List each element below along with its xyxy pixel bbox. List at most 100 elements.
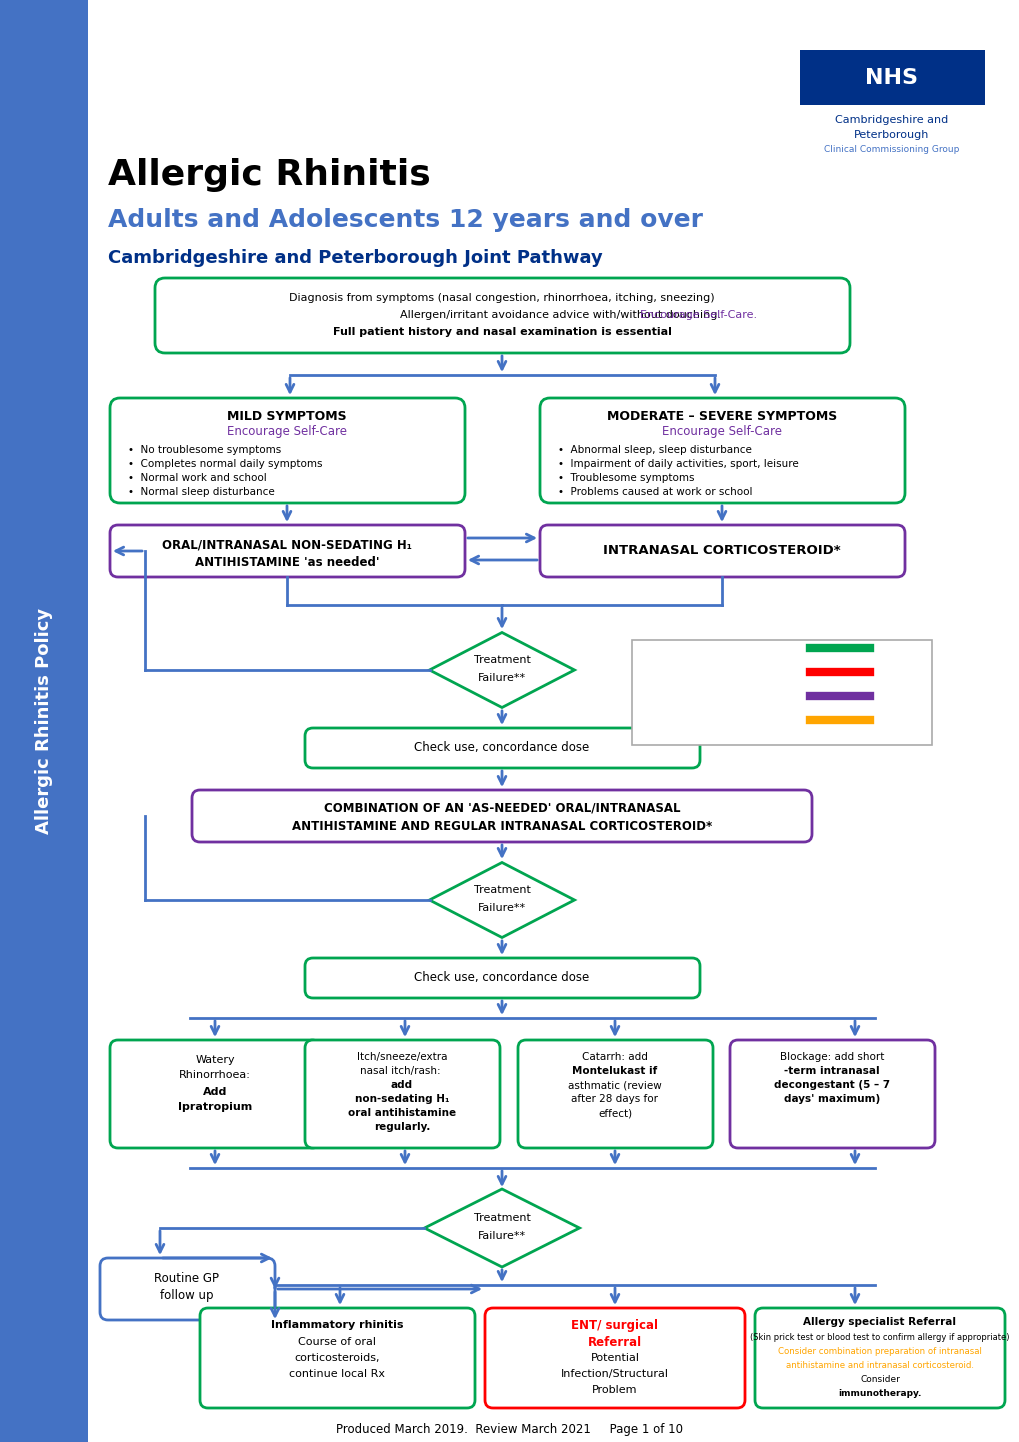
- FancyBboxPatch shape: [110, 398, 465, 503]
- Text: Check use, concordance dose: Check use, concordance dose: [414, 741, 589, 754]
- Text: •  Normal sleep disturbance: • Normal sleep disturbance: [127, 487, 274, 497]
- Polygon shape: [424, 1190, 579, 1268]
- Text: Consider combination preparation of intranasal: Consider combination preparation of intr…: [777, 1347, 981, 1355]
- Text: •  Normal work and school: • Normal work and school: [127, 473, 267, 483]
- FancyBboxPatch shape: [110, 1040, 320, 1148]
- Text: continue local Rx: continue local Rx: [288, 1368, 384, 1379]
- Text: Failure**: Failure**: [478, 673, 526, 684]
- FancyBboxPatch shape: [155, 278, 849, 353]
- Text: MILD SYMPTOMS: MILD SYMPTOMS: [227, 410, 346, 423]
- FancyBboxPatch shape: [730, 1040, 934, 1148]
- Polygon shape: [429, 862, 574, 937]
- FancyBboxPatch shape: [754, 1308, 1004, 1407]
- Text: Referral: Referral: [587, 1335, 641, 1348]
- Text: Treatment: Treatment: [473, 885, 530, 895]
- Text: Check use, concordance dose: Check use, concordance dose: [414, 972, 589, 985]
- FancyBboxPatch shape: [110, 525, 465, 577]
- FancyBboxPatch shape: [305, 1040, 499, 1148]
- Text: •  Problems caused at work or school: • Problems caused at work or school: [557, 487, 752, 497]
- Text: ORAL/INTRANASAL NON-SEDATING H₁: ORAL/INTRANASAL NON-SEDATING H₁: [162, 538, 412, 551]
- FancyBboxPatch shape: [632, 640, 931, 746]
- Text: nasal itch/rash:: nasal itch/rash:: [360, 1066, 443, 1076]
- Text: Peterborough: Peterborough: [854, 130, 928, 140]
- Text: corticosteroids,: corticosteroids,: [293, 1353, 379, 1363]
- Text: ANTIHISTAMINE AND REGULAR INTRANASAL CORTICOSTEROID*: ANTIHISTAMINE AND REGULAR INTRANASAL COR…: [291, 819, 711, 832]
- Text: Adults and Adolescents 12 years and over: Adults and Adolescents 12 years and over: [108, 208, 702, 232]
- Text: Treatment: Treatment: [473, 1213, 530, 1223]
- FancyBboxPatch shape: [200, 1308, 475, 1407]
- FancyBboxPatch shape: [518, 1040, 712, 1148]
- FancyBboxPatch shape: [305, 957, 699, 998]
- Text: immunotherapy.: immunotherapy.: [838, 1389, 921, 1397]
- Text: Course of oral: Course of oral: [298, 1337, 376, 1347]
- Text: Itch/sneeze/extra: Itch/sneeze/extra: [357, 1053, 446, 1061]
- Text: •  Abnormal sleep, sleep disturbance: • Abnormal sleep, sleep disturbance: [557, 446, 751, 456]
- Text: Allergy specialist Referral: Allergy specialist Referral: [803, 1317, 956, 1327]
- Text: Encourage Self-Care*: Encourage Self-Care*: [642, 691, 746, 701]
- Text: Clinical Commissioning Group: Clinical Commissioning Group: [823, 146, 959, 154]
- Text: 1° Care Responsibility: 1° Care Responsibility: [642, 643, 750, 653]
- Text: Routine GP: Routine GP: [154, 1272, 219, 1285]
- Text: NHS: NHS: [865, 68, 917, 88]
- Text: oral antihistamine: oral antihistamine: [347, 1107, 455, 1118]
- Text: 2° Care advice to 1° Care: 2° Care advice to 1° Care: [642, 715, 766, 725]
- Text: Catarrh: add: Catarrh: add: [582, 1053, 647, 1061]
- Text: antihistamine and intranasal corticosteroid.: antihistamine and intranasal corticoster…: [786, 1360, 973, 1370]
- Text: Produced March 2019.  Review March 2021     Page 1 of 10: Produced March 2019. Review March 2021 P…: [336, 1423, 683, 1436]
- Text: Ipratropium: Ipratropium: [177, 1102, 252, 1112]
- Text: Failure**: Failure**: [478, 1231, 526, 1242]
- Text: (Skin prick test or blood test to confirm allergy if appropriate): (Skin prick test or blood test to confir…: [750, 1332, 1009, 1341]
- Text: Cambridgeshire and: Cambridgeshire and: [835, 115, 948, 125]
- Text: Rhinorrhoea:: Rhinorrhoea:: [179, 1070, 251, 1080]
- Text: days' maximum): days' maximum): [784, 1094, 879, 1105]
- Text: follow up: follow up: [160, 1289, 214, 1302]
- Text: Allergen/irritant avoidance advice with/without douching.: Allergen/irritant avoidance advice with/…: [399, 310, 723, 320]
- Text: INTRANASAL CORTICOSTEROID*: INTRANASAL CORTICOSTEROID*: [602, 545, 840, 558]
- Text: COMBINATION OF AN 'AS-NEEDED' ORAL/INTRANASAL: COMBINATION OF AN 'AS-NEEDED' ORAL/INTRA…: [323, 802, 680, 815]
- FancyBboxPatch shape: [0, 0, 88, 1442]
- Text: Allergic Rhinitis: Allergic Rhinitis: [108, 159, 430, 192]
- Text: Blockage: add short: Blockage: add short: [780, 1053, 883, 1061]
- Text: Watery: Watery: [195, 1056, 234, 1066]
- Text: effect): effect): [597, 1107, 632, 1118]
- Text: MODERATE – SEVERE SYMPTOMS: MODERATE – SEVERE SYMPTOMS: [606, 410, 837, 423]
- Text: Consider: Consider: [859, 1374, 899, 1383]
- FancyBboxPatch shape: [484, 1308, 744, 1407]
- Text: Encourage Self-Care.: Encourage Self-Care.: [639, 310, 756, 320]
- Text: Full patient history and nasal examination is essential: Full patient history and nasal examinati…: [332, 327, 671, 337]
- Text: add: add: [390, 1080, 413, 1090]
- Polygon shape: [429, 633, 574, 708]
- Text: Montelukast if: Montelukast if: [572, 1066, 657, 1076]
- Text: Encourage Self-Care: Encourage Self-Care: [661, 425, 782, 438]
- Text: ANTIHISTAMINE 'as needed': ANTIHISTAMINE 'as needed': [195, 555, 379, 568]
- Text: •  No troublesome symptoms: • No troublesome symptoms: [127, 446, 281, 456]
- FancyBboxPatch shape: [192, 790, 811, 842]
- Text: Encourage Self-Care: Encourage Self-Care: [227, 425, 346, 438]
- Text: Add: Add: [203, 1087, 227, 1097]
- Text: •  Troublesome symptoms: • Troublesome symptoms: [557, 473, 694, 483]
- Text: regularly.: regularly.: [373, 1122, 430, 1132]
- FancyBboxPatch shape: [799, 50, 984, 105]
- Text: 2° Care Responsibility: 2° Care Responsibility: [642, 668, 750, 676]
- Text: Diagnosis from symptoms (nasal congestion, rhinorrhoea, itching, sneezing): Diagnosis from symptoms (nasal congestio…: [289, 293, 714, 303]
- Text: Infection/Structural: Infection/Structural: [560, 1368, 668, 1379]
- FancyBboxPatch shape: [100, 1257, 275, 1319]
- Text: ENT/ surgical: ENT/ surgical: [571, 1318, 658, 1331]
- Text: Inflammatory rhinitis: Inflammatory rhinitis: [270, 1319, 403, 1330]
- Text: asthmatic (review: asthmatic (review: [568, 1080, 661, 1090]
- Text: -term intranasal: -term intranasal: [784, 1066, 879, 1076]
- FancyBboxPatch shape: [539, 525, 904, 577]
- Text: Failure**: Failure**: [478, 903, 526, 913]
- Text: •  Impairment of daily activities, sport, leisure: • Impairment of daily activities, sport,…: [557, 459, 798, 469]
- Text: non-sedating H₁: non-sedating H₁: [355, 1094, 448, 1105]
- FancyBboxPatch shape: [539, 398, 904, 503]
- Text: Problem: Problem: [592, 1384, 637, 1394]
- Text: Potential: Potential: [590, 1353, 639, 1363]
- Text: Cambridgeshire and Peterborough Joint Pathway: Cambridgeshire and Peterborough Joint Pa…: [108, 249, 602, 267]
- Text: Allergic Rhinitis Policy: Allergic Rhinitis Policy: [35, 609, 53, 833]
- FancyBboxPatch shape: [305, 728, 699, 769]
- Text: after 28 days for: after 28 days for: [571, 1094, 658, 1105]
- Text: •  Completes normal daily symptoms: • Completes normal daily symptoms: [127, 459, 322, 469]
- Text: Treatment: Treatment: [473, 655, 530, 665]
- Text: decongestant (5 – 7: decongestant (5 – 7: [773, 1080, 890, 1090]
